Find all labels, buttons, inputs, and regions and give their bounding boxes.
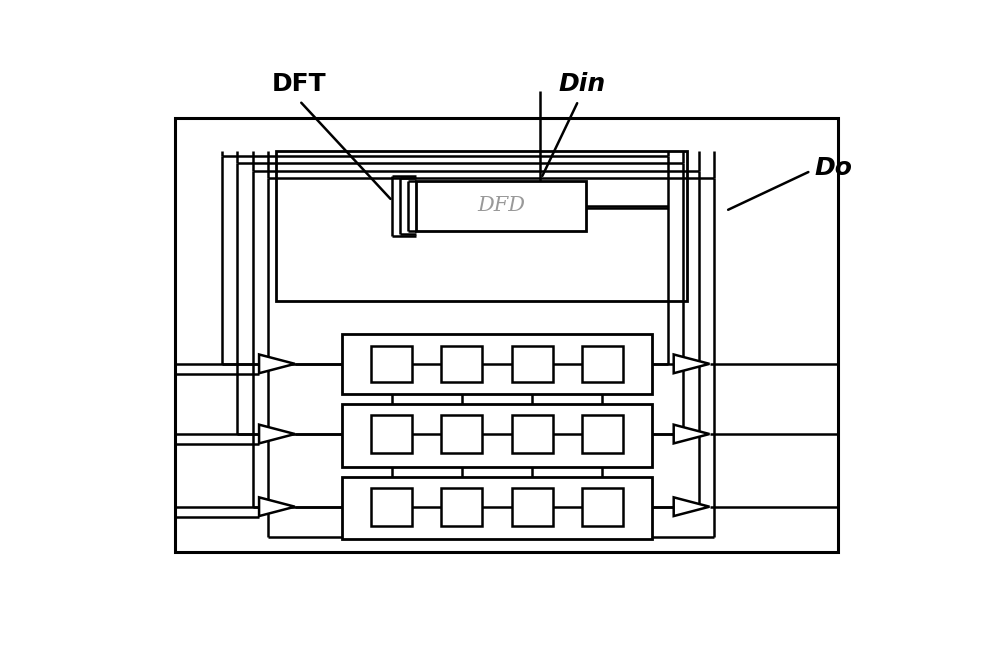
FancyBboxPatch shape <box>582 346 623 382</box>
Polygon shape <box>259 424 295 443</box>
FancyBboxPatch shape <box>276 151 687 301</box>
FancyBboxPatch shape <box>582 415 623 453</box>
Polygon shape <box>674 424 710 443</box>
FancyBboxPatch shape <box>512 346 553 382</box>
FancyBboxPatch shape <box>441 488 482 525</box>
FancyBboxPatch shape <box>441 415 482 453</box>
Text: DFT: DFT <box>272 72 327 96</box>
Text: DFD: DFD <box>477 197 525 215</box>
FancyBboxPatch shape <box>512 415 553 453</box>
FancyBboxPatch shape <box>371 415 412 453</box>
FancyBboxPatch shape <box>371 346 412 382</box>
Polygon shape <box>259 497 295 516</box>
FancyBboxPatch shape <box>441 346 482 382</box>
Polygon shape <box>259 355 295 373</box>
Text: Do: Do <box>815 156 853 180</box>
FancyBboxPatch shape <box>582 488 623 525</box>
Text: Din: Din <box>559 72 606 96</box>
FancyBboxPatch shape <box>342 334 652 394</box>
Polygon shape <box>674 497 710 516</box>
FancyBboxPatch shape <box>175 118 838 552</box>
FancyBboxPatch shape <box>512 488 553 525</box>
Polygon shape <box>674 355 710 373</box>
FancyBboxPatch shape <box>342 404 652 467</box>
FancyBboxPatch shape <box>416 181 586 231</box>
FancyBboxPatch shape <box>342 477 652 539</box>
FancyBboxPatch shape <box>371 488 412 525</box>
